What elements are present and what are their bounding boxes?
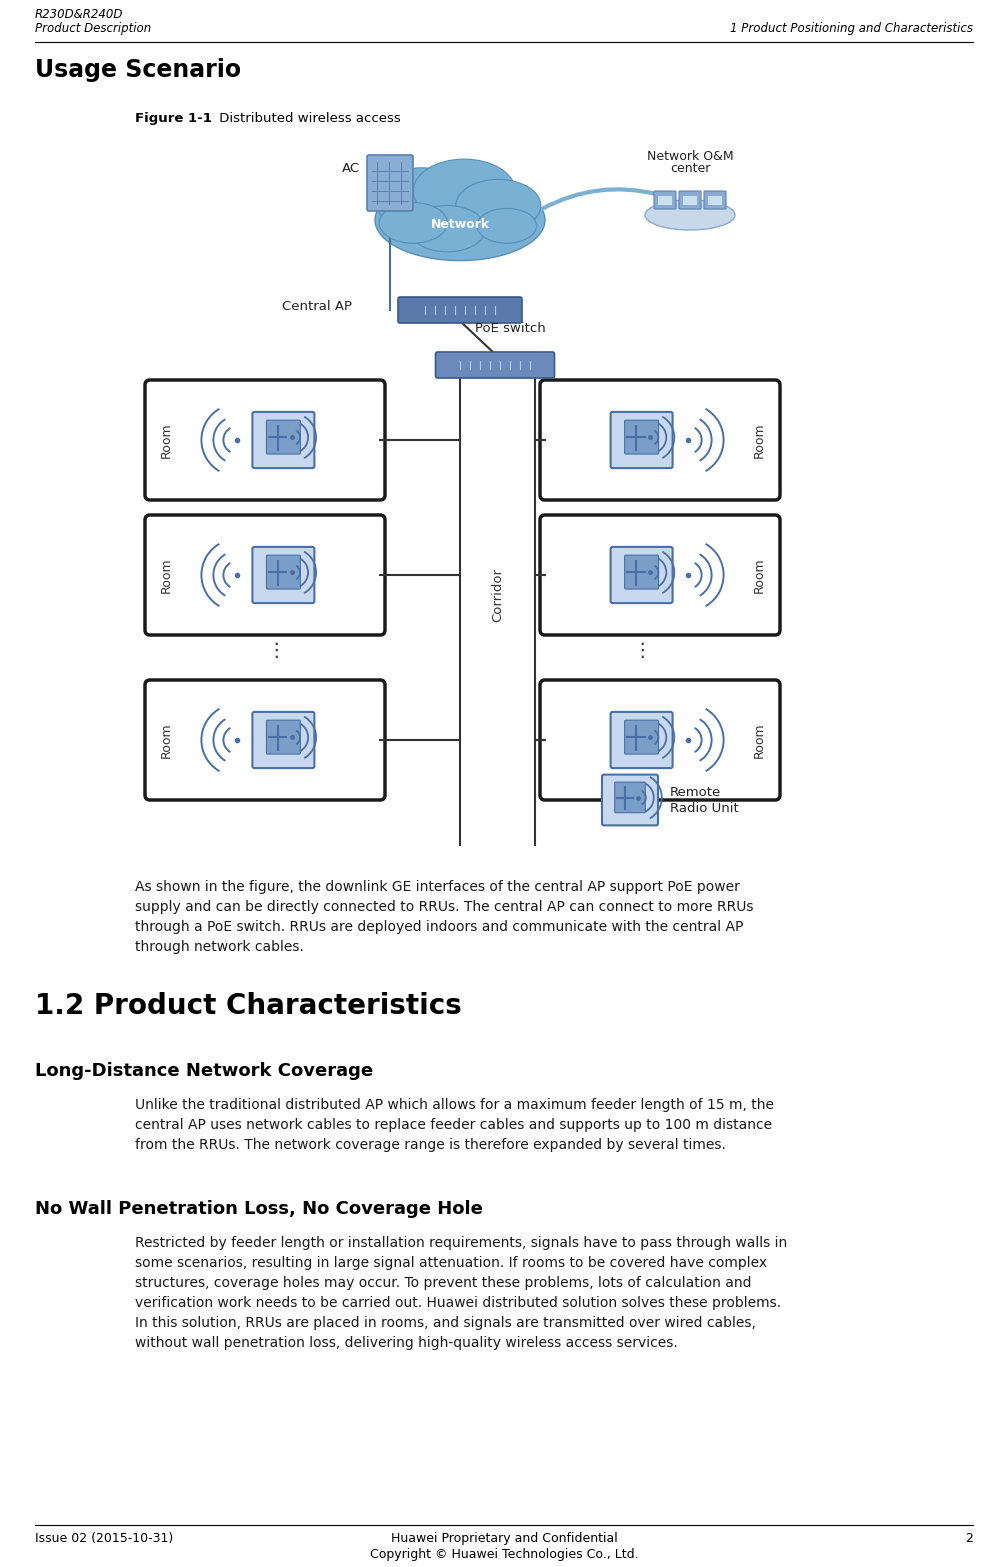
Text: AC: AC: [342, 163, 360, 176]
Ellipse shape: [477, 208, 536, 243]
Text: Room: Room: [753, 722, 765, 758]
Text: Room: Room: [159, 422, 172, 458]
Bar: [683, 196, 697, 205]
FancyBboxPatch shape: [145, 381, 385, 500]
Text: Central AP: Central AP: [282, 301, 352, 313]
Text: Remote: Remote: [670, 785, 722, 799]
Text: Room: Room: [753, 422, 765, 458]
Text: 1.2 Product Characteristics: 1.2 Product Characteristics: [35, 992, 462, 1020]
Text: No Wall Penetration Loss, No Coverage Hole: No Wall Penetration Loss, No Coverage Ho…: [35, 1200, 483, 1218]
Text: As shown in the figure, the downlink GE interfaces of the central AP support PoE: As shown in the figure, the downlink GE …: [135, 881, 754, 954]
Ellipse shape: [379, 202, 448, 243]
Ellipse shape: [413, 160, 515, 223]
Text: Network O&M: Network O&M: [647, 150, 733, 163]
FancyBboxPatch shape: [252, 412, 314, 469]
Text: Room: Room: [159, 558, 172, 592]
Text: Restricted by feeder length or installation requirements, signals have to pass t: Restricted by feeder length or installat…: [135, 1236, 787, 1351]
FancyBboxPatch shape: [625, 721, 658, 754]
Ellipse shape: [375, 179, 545, 260]
Text: Product Description: Product Description: [35, 22, 151, 34]
FancyBboxPatch shape: [252, 547, 314, 603]
Bar: [658, 196, 672, 205]
Text: Long-Distance Network Coverage: Long-Distance Network Coverage: [35, 1062, 373, 1080]
FancyBboxPatch shape: [145, 516, 385, 635]
FancyBboxPatch shape: [611, 547, 672, 603]
FancyBboxPatch shape: [435, 353, 554, 378]
Bar: [708, 196, 722, 205]
FancyBboxPatch shape: [266, 721, 300, 754]
Text: Room: Room: [753, 558, 765, 592]
Text: Radio Unit: Radio Unit: [670, 801, 739, 815]
FancyBboxPatch shape: [615, 782, 645, 813]
Ellipse shape: [375, 168, 469, 232]
Text: Usage Scenario: Usage Scenario: [35, 58, 241, 81]
Text: Unlike the traditional distributed AP which allows for a maximum feeder length o: Unlike the traditional distributed AP wh…: [135, 1098, 774, 1152]
FancyBboxPatch shape: [266, 555, 300, 589]
FancyBboxPatch shape: [679, 191, 701, 208]
Text: PoE switch: PoE switch: [475, 321, 545, 335]
FancyBboxPatch shape: [704, 191, 726, 208]
FancyBboxPatch shape: [145, 680, 385, 801]
FancyBboxPatch shape: [540, 516, 780, 635]
FancyBboxPatch shape: [654, 191, 676, 208]
FancyBboxPatch shape: [611, 412, 672, 469]
FancyBboxPatch shape: [540, 381, 780, 500]
Text: Distributed wireless access: Distributed wireless access: [215, 111, 401, 125]
FancyBboxPatch shape: [625, 555, 658, 589]
Text: Network: Network: [430, 218, 490, 232]
Text: 2: 2: [965, 1533, 973, 1545]
FancyBboxPatch shape: [540, 680, 780, 801]
FancyBboxPatch shape: [602, 774, 658, 826]
FancyBboxPatch shape: [367, 155, 413, 212]
Text: Figure 1-1: Figure 1-1: [135, 111, 212, 125]
Text: ⋮: ⋮: [267, 641, 286, 660]
FancyBboxPatch shape: [252, 711, 314, 768]
Ellipse shape: [456, 179, 540, 232]
Text: Corridor: Corridor: [491, 567, 504, 622]
Text: Copyright © Huawei Technologies Co., Ltd.: Copyright © Huawei Technologies Co., Ltd…: [370, 1548, 638, 1561]
Text: 1 Product Positioning and Characteristics: 1 Product Positioning and Characteristic…: [730, 22, 973, 34]
Text: Huawei Proprietary and Confidential: Huawei Proprietary and Confidential: [391, 1533, 617, 1545]
FancyBboxPatch shape: [625, 420, 658, 454]
Text: R230D&R240D: R230D&R240D: [35, 8, 123, 20]
Text: center: center: [669, 161, 711, 176]
FancyBboxPatch shape: [266, 420, 300, 454]
Text: Room: Room: [159, 722, 172, 758]
Ellipse shape: [645, 201, 735, 230]
Ellipse shape: [409, 205, 486, 252]
FancyBboxPatch shape: [398, 298, 522, 323]
Text: ⋮: ⋮: [632, 641, 651, 660]
Text: Issue 02 (2015-10-31): Issue 02 (2015-10-31): [35, 1533, 173, 1545]
FancyBboxPatch shape: [611, 711, 672, 768]
